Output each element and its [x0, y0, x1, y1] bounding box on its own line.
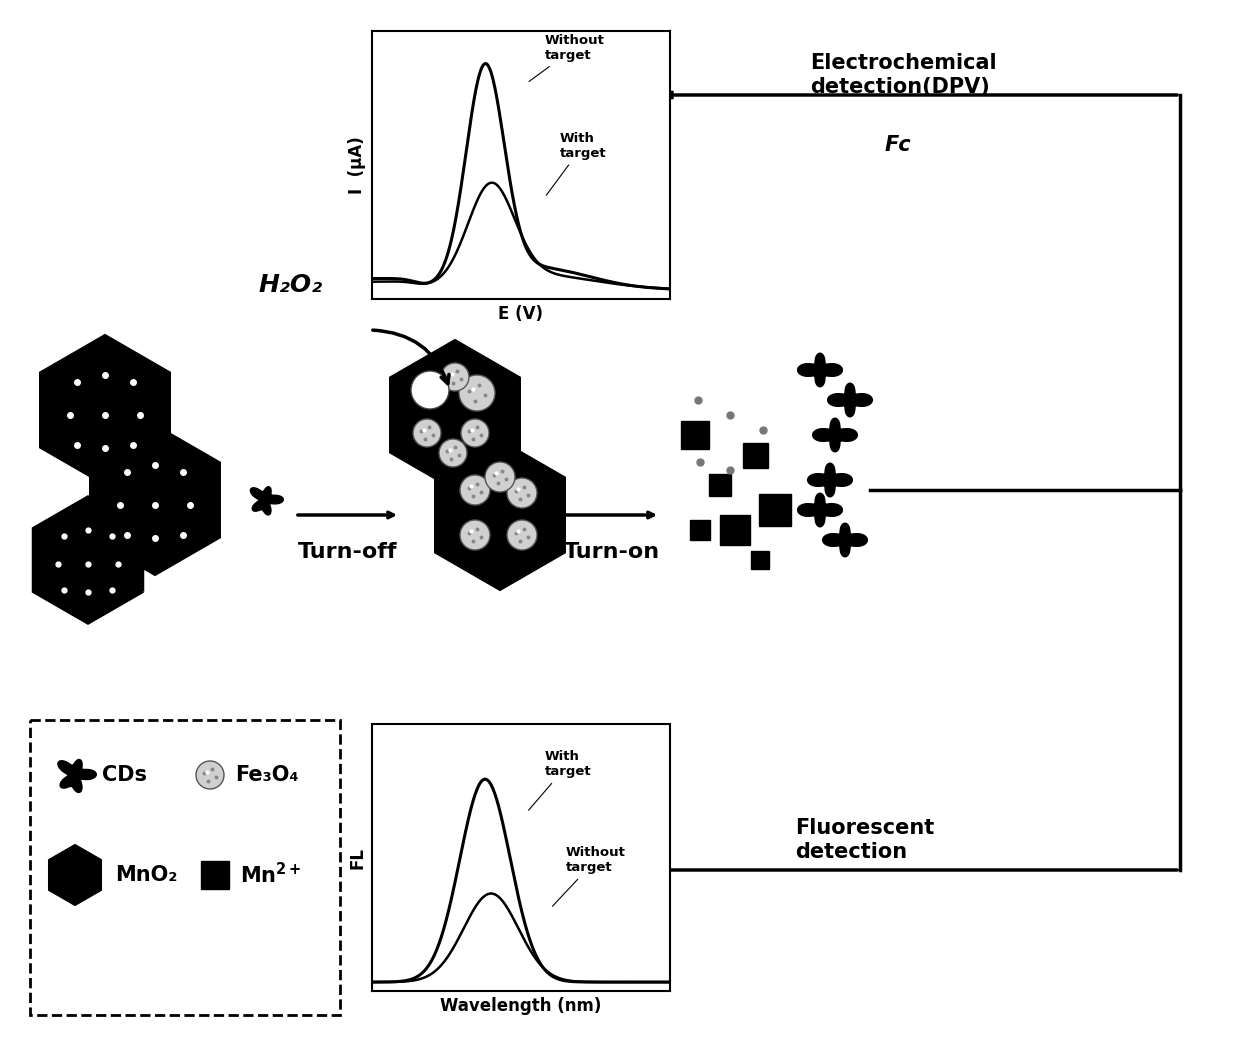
Text: Electrochemical
detection(DPV): Electrochemical detection(DPV): [810, 53, 997, 97]
Bar: [720, 515, 750, 545]
Text: CDs: CDs: [102, 765, 148, 785]
Bar: [689, 520, 711, 540]
Circle shape: [410, 371, 449, 409]
Y-axis label: FL: FL: [348, 847, 367, 869]
Circle shape: [461, 419, 489, 447]
Text: $\mathregular{Mn^{2+}}$: $\mathregular{Mn^{2+}}$: [241, 862, 301, 887]
Polygon shape: [435, 440, 565, 590]
Polygon shape: [40, 335, 170, 485]
Polygon shape: [807, 464, 852, 497]
Bar: [201, 861, 229, 889]
Bar: [709, 474, 732, 496]
Polygon shape: [91, 425, 219, 575]
Text: Without
target: Without target: [529, 35, 604, 82]
Circle shape: [485, 462, 515, 492]
Polygon shape: [32, 496, 143, 624]
Circle shape: [413, 419, 441, 447]
Bar: [681, 421, 709, 449]
Polygon shape: [827, 383, 873, 416]
FancyArrowPatch shape: [373, 330, 449, 384]
Polygon shape: [250, 487, 283, 515]
Text: Turn-on: Turn-on: [564, 542, 660, 562]
Text: Fc: Fc: [885, 135, 911, 155]
Circle shape: [460, 475, 490, 505]
Circle shape: [460, 520, 490, 550]
Polygon shape: [391, 340, 520, 490]
Text: Turn-off: Turn-off: [299, 542, 398, 562]
Circle shape: [507, 520, 537, 550]
Polygon shape: [50, 845, 100, 905]
Circle shape: [459, 374, 495, 411]
Y-axis label: I  (μA): I (μA): [348, 136, 367, 194]
Circle shape: [439, 438, 467, 467]
Text: Without
target: Without target: [553, 847, 625, 906]
Circle shape: [507, 478, 537, 508]
Polygon shape: [797, 354, 842, 387]
Text: MnO₂: MnO₂: [115, 865, 177, 885]
Bar: [743, 443, 768, 468]
Bar: [751, 551, 769, 569]
X-axis label: E (V): E (V): [498, 304, 543, 322]
Text: Fe₃O₄: Fe₃O₄: [236, 765, 299, 785]
Circle shape: [441, 363, 469, 391]
FancyBboxPatch shape: [30, 720, 340, 1015]
Text: With
target: With target: [547, 132, 606, 195]
Text: Fluorescent
detection: Fluorescent detection: [795, 818, 934, 861]
Bar: [30, 720, 340, 1015]
Circle shape: [412, 372, 448, 408]
Text: With
target: With target: [528, 750, 591, 810]
Polygon shape: [822, 523, 868, 557]
Polygon shape: [812, 419, 857, 452]
Polygon shape: [58, 759, 97, 792]
Text: H₂O₂: H₂O₂: [258, 273, 322, 297]
Polygon shape: [797, 493, 842, 527]
X-axis label: Wavelength (nm): Wavelength (nm): [440, 997, 601, 1014]
Circle shape: [196, 761, 224, 789]
Bar: [759, 494, 791, 526]
